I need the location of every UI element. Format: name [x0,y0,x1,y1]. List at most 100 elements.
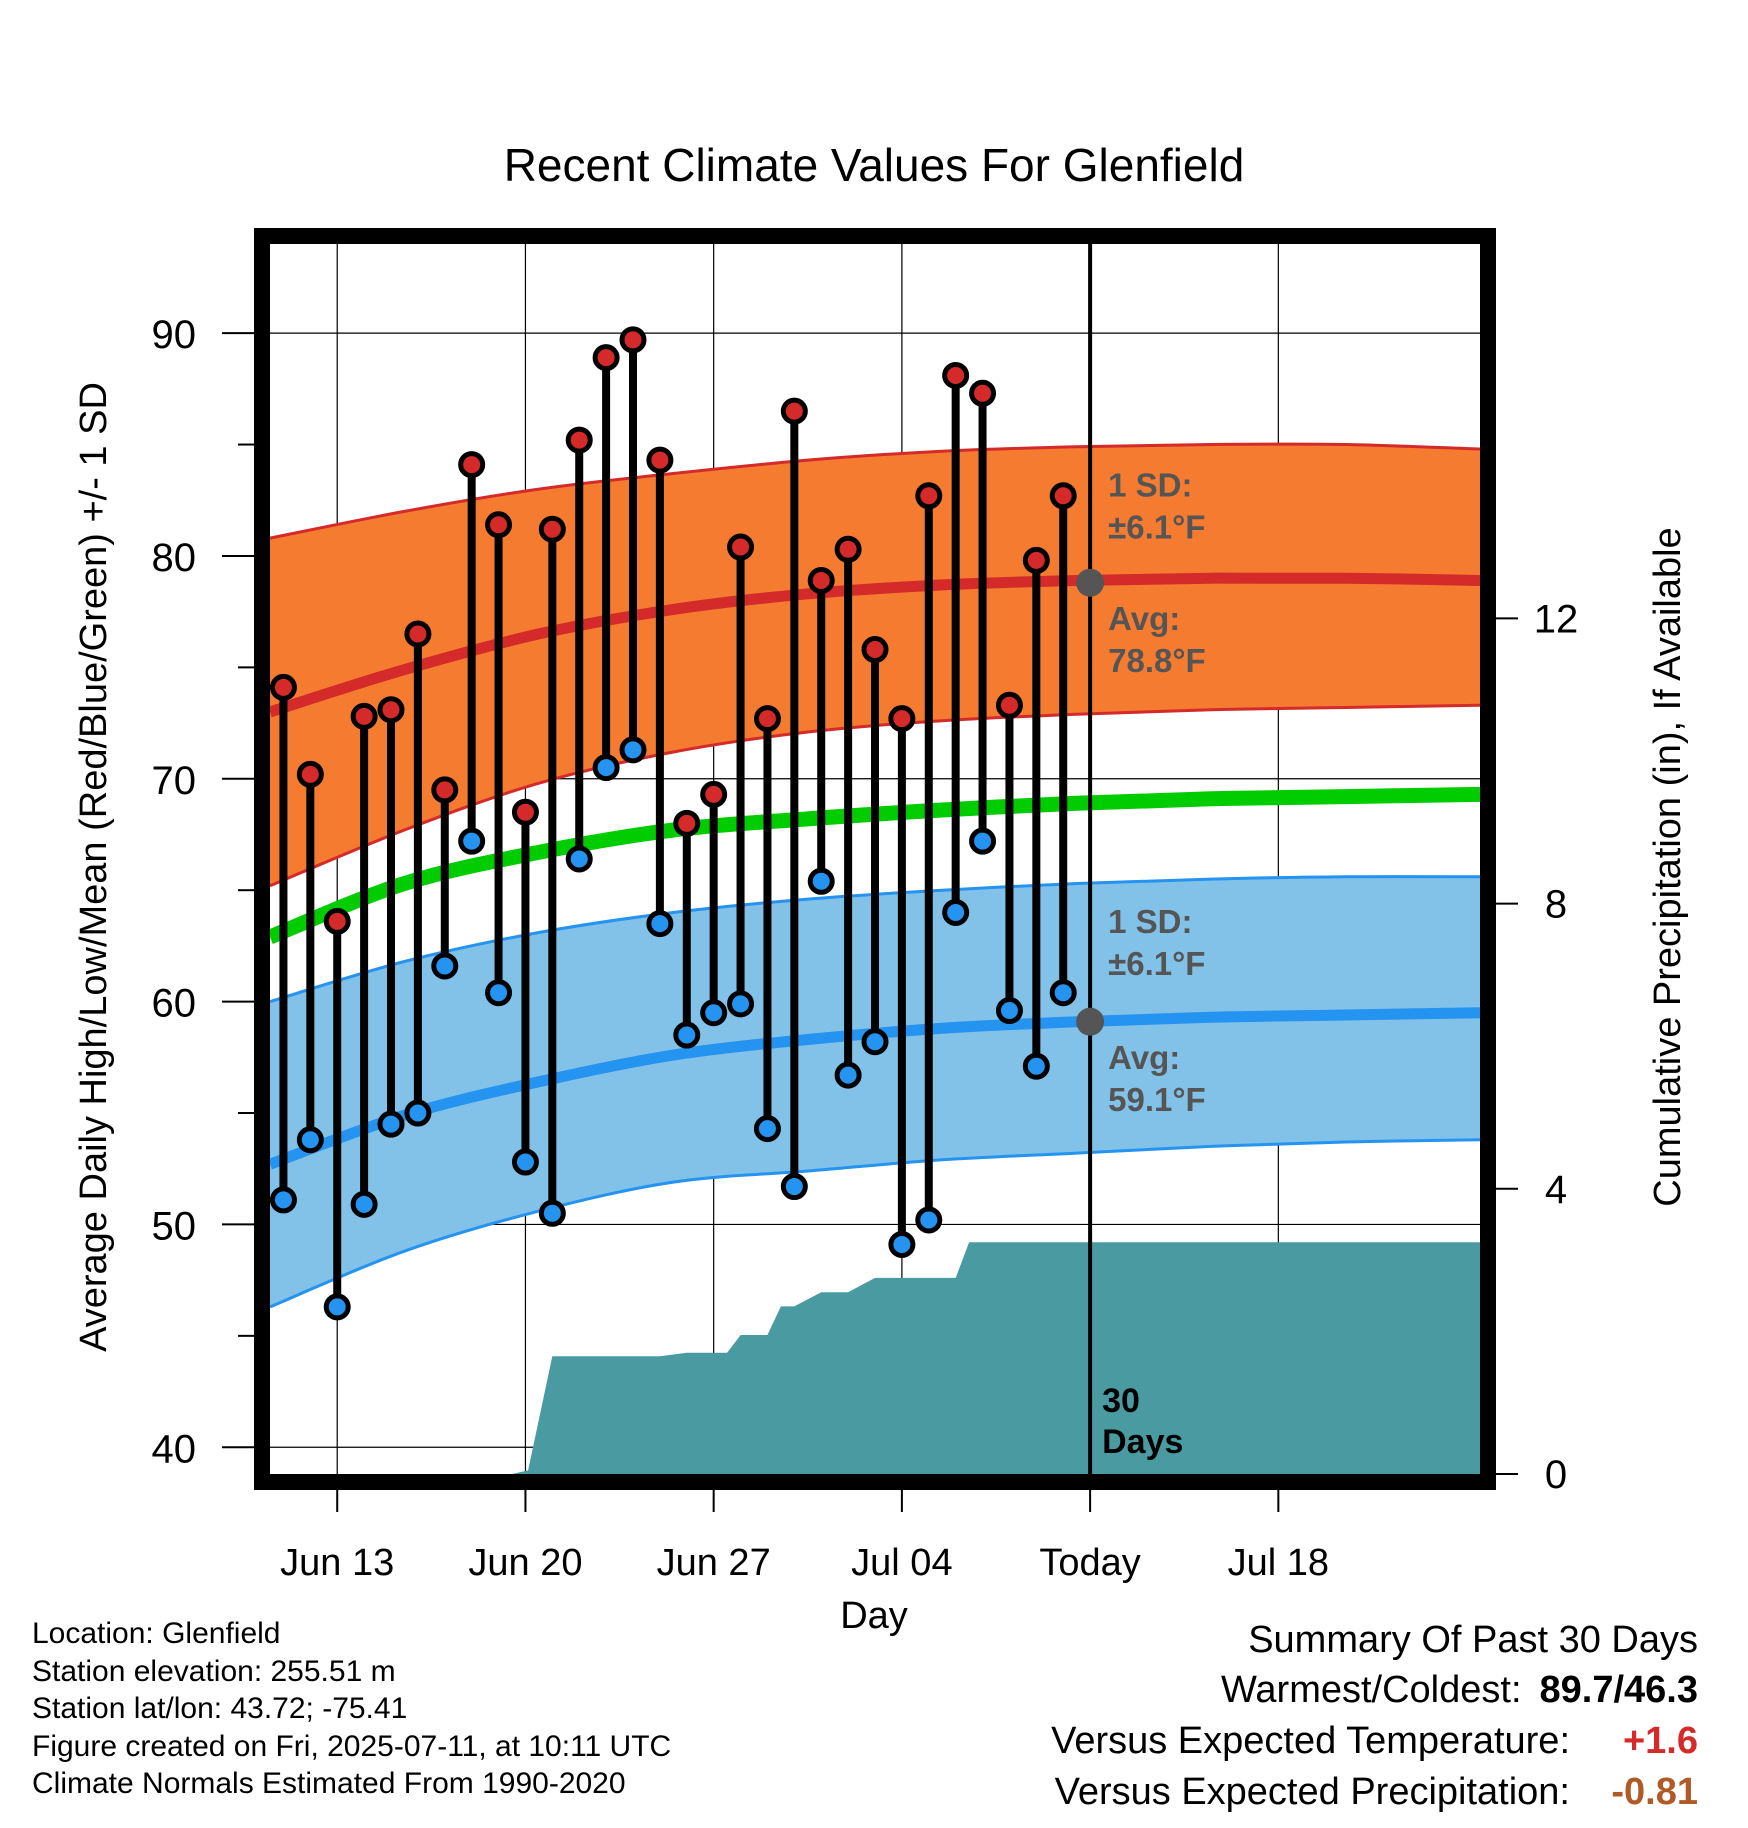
daily-high-point [942,361,970,389]
normal-low-band-lower-edge [269,1138,1481,1309]
normal-annotation-value: 59.1°F [1108,1081,1206,1118]
normals-period-text: Climate Normals Estimated From 1990-2020 [32,1767,626,1800]
daily-low-point [431,952,459,980]
y2-axis-label: Cumulative Precipitation (in), If Availa… [1647,527,1689,1206]
today-window-label-line1: 30 [1102,1382,1140,1420]
precipitation-area [270,1242,1480,1474]
y2-tick-label: 0 [1545,1453,1567,1497]
precipitation-anomaly-label: Versus Expected Precipitation: [1054,1771,1570,1813]
daily-high-point [404,620,432,648]
daily-high-point [619,326,647,354]
plot-border [254,228,1496,1490]
daily-low-point [404,1099,432,1127]
daily-low-point [646,910,674,938]
daily-low-point [485,979,513,1007]
temperature-anomaly-value: +1.6 [1622,1720,1698,1762]
daily-low-point [269,1186,297,1214]
daily-low-point [1049,979,1077,1007]
daily-low-point [458,827,486,855]
x-axis-label: Day [840,1595,908,1637]
daily-observations [269,326,1077,1321]
daily-low-point [296,1126,324,1154]
warmest-coldest-value: 89.7/46.3 [1539,1669,1698,1711]
daily-high-point [458,451,486,479]
x-tick-label: Jul 18 [1228,1542,1329,1584]
daily-high-point [780,397,808,425]
location-text: Location: Glenfield [32,1617,281,1650]
daily-low-point [915,1206,943,1234]
y-tick-label: 90 [152,313,197,357]
axes: 40 50 60 70 80 90 0 4 8 12 Jun 13 Jun 20 Jun 27 Jul 0… [152,313,1579,1584]
y-tick-label: 50 [152,1204,197,1248]
normal-low-band-fill [270,876,1480,1307]
station-metadata: Location: Glenfield Station elevation: 2… [32,1615,671,1803]
daily-low-point [673,1021,701,1049]
today-window-label-line2: Days [1102,1423,1183,1461]
daily-high-point [888,705,916,733]
normal-annotation-value: 78.8°F [1108,642,1206,679]
daily-low-point [592,754,620,782]
y-axis-label: Average Daily High/Low/Mean (Red/Blue/Gr… [73,382,115,1352]
daily-high-point [700,780,728,808]
daily-low-point [619,736,647,764]
daily-low-point [1022,1052,1050,1080]
daily-low-point [888,1230,916,1258]
daily-high-point [1049,482,1077,510]
summary-panel: Summary Of Past 30 Days Warmest/Coldest:… [1051,1615,1698,1818]
normal-high-band-lower-edge [269,703,1481,888]
daily-high-point [646,446,674,474]
daily-low-point [834,1061,862,1089]
daily-low-point [780,1173,808,1201]
y2-tick-label: 12 [1534,597,1579,641]
daily-low-point [861,1028,889,1056]
y2-tick-label: 8 [1545,883,1567,927]
cumulative-precip-area [270,1242,1480,1474]
daily-low-point [753,1115,781,1143]
daily-high-point [350,702,378,730]
daily-low-point [511,1148,539,1176]
daily-high-point [969,379,997,407]
created-text: Figure created on Fri, 2025-07-11, at 10… [32,1729,672,1763]
daily-high-point [592,344,620,372]
daily-high-point [269,673,297,701]
normal-annotation-label: Avg: [1108,1039,1180,1076]
y-tick-label: 40 [152,1427,197,1471]
chart-title: Recent Climate Values For Glenfield [504,139,1245,191]
normal-average-marker [1076,568,1105,597]
daily-low-point [807,867,835,895]
daily-low-point [700,999,728,1027]
daily-high-point [995,691,1023,719]
daily-high-point [807,566,835,594]
y-tick-label: 80 [152,536,197,580]
summary-title: Summary Of Past 30 Days [1248,1619,1698,1661]
daily-high-point [1022,546,1050,574]
daily-high-point [673,809,701,837]
daily-low-point [538,1199,566,1227]
y-tick-label: 60 [152,982,197,1026]
normal-annotation-label: 1 SD: [1108,466,1192,503]
daily-low-point [969,827,997,855]
y2-tick-label: 4 [1545,1168,1567,1212]
daily-high-point [834,535,862,563]
normal-average-marker [1076,1007,1105,1036]
x-tick-label: Jun 20 [468,1542,582,1584]
daily-high-point [323,907,351,935]
normal-annotation-label: Avg: [1108,600,1180,637]
normal-mean-line [267,786,1481,944]
daily-high-point [485,511,513,539]
daily-high-point [538,515,566,543]
daily-low-point [942,898,970,926]
elevation-text: Station elevation: 255.51 m [32,1654,396,1688]
daily-high-point [915,482,943,510]
plot-frame [254,228,1496,1490]
normal-annotation-label: 1 SD: [1108,903,1192,940]
daily-high-point [727,533,755,561]
daily-high-point [753,705,781,733]
daily-low-point [995,997,1023,1025]
normal-annotations: 1 SD: ±6.1°F Avg: 78.8°F 1 SD: ±6.1°F Avg: 59.1… [1076,244,1206,1474]
daily-high-point [511,798,539,826]
temperature-anomaly-label: Versus Expected Temperature: [1051,1720,1570,1762]
daily-high-point [431,776,459,804]
precipitation-anomaly-value: -0.81 [1611,1771,1698,1813]
